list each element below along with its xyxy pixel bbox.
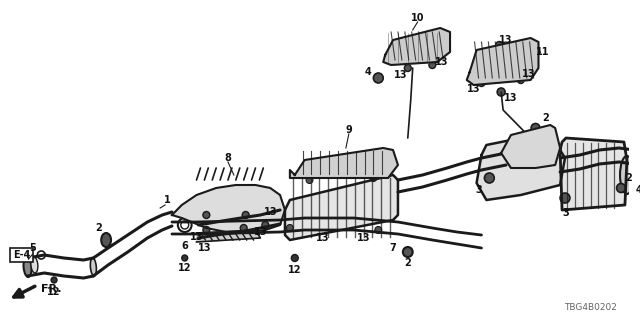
Circle shape bbox=[370, 174, 377, 181]
Polygon shape bbox=[560, 138, 627, 210]
Circle shape bbox=[203, 227, 210, 234]
Text: 13: 13 bbox=[253, 227, 267, 237]
Text: 3: 3 bbox=[563, 208, 570, 218]
Text: 13: 13 bbox=[316, 233, 329, 243]
Circle shape bbox=[262, 221, 269, 228]
Text: 13: 13 bbox=[522, 69, 536, 79]
Polygon shape bbox=[383, 28, 450, 65]
Ellipse shape bbox=[37, 251, 45, 259]
Circle shape bbox=[560, 193, 570, 203]
Circle shape bbox=[517, 76, 524, 84]
Polygon shape bbox=[477, 138, 565, 200]
Circle shape bbox=[531, 124, 540, 132]
Text: 7: 7 bbox=[390, 243, 396, 253]
Circle shape bbox=[373, 73, 383, 83]
Text: 13: 13 bbox=[499, 35, 513, 45]
Text: E-4: E-4 bbox=[13, 250, 30, 260]
Ellipse shape bbox=[31, 257, 38, 273]
Polygon shape bbox=[290, 148, 398, 178]
Circle shape bbox=[182, 255, 188, 261]
Text: 6: 6 bbox=[181, 241, 188, 251]
Text: 13: 13 bbox=[190, 232, 204, 242]
Circle shape bbox=[240, 225, 247, 231]
Text: 13: 13 bbox=[435, 57, 449, 67]
Polygon shape bbox=[467, 38, 538, 85]
Circle shape bbox=[484, 173, 494, 183]
Text: TBG4B0202: TBG4B0202 bbox=[564, 303, 617, 312]
Text: 8: 8 bbox=[225, 153, 232, 163]
Text: 13: 13 bbox=[467, 84, 481, 94]
Text: 9: 9 bbox=[346, 125, 352, 135]
Text: FR.: FR. bbox=[41, 284, 62, 294]
Circle shape bbox=[291, 254, 298, 261]
Text: 13: 13 bbox=[394, 70, 408, 80]
Ellipse shape bbox=[90, 258, 97, 276]
Circle shape bbox=[242, 212, 249, 219]
Text: 2: 2 bbox=[625, 173, 632, 183]
Circle shape bbox=[478, 79, 485, 86]
Text: 5: 5 bbox=[29, 243, 36, 253]
Circle shape bbox=[301, 172, 308, 179]
Text: 13: 13 bbox=[316, 165, 329, 175]
Ellipse shape bbox=[101, 233, 111, 247]
Text: 13: 13 bbox=[357, 165, 371, 175]
Text: 2: 2 bbox=[95, 223, 102, 233]
Text: 2: 2 bbox=[542, 113, 548, 123]
Circle shape bbox=[429, 61, 436, 68]
Ellipse shape bbox=[178, 218, 191, 232]
Circle shape bbox=[203, 212, 210, 219]
Circle shape bbox=[497, 88, 505, 96]
Text: 1: 1 bbox=[164, 195, 170, 205]
Text: 11: 11 bbox=[536, 47, 549, 57]
Circle shape bbox=[404, 65, 412, 71]
Circle shape bbox=[306, 177, 313, 183]
Circle shape bbox=[375, 227, 381, 234]
Polygon shape bbox=[501, 125, 560, 168]
Ellipse shape bbox=[24, 257, 31, 277]
Circle shape bbox=[287, 225, 293, 231]
Text: 13: 13 bbox=[357, 233, 371, 243]
Ellipse shape bbox=[403, 247, 413, 257]
Circle shape bbox=[616, 183, 625, 193]
Ellipse shape bbox=[620, 156, 634, 194]
Text: 13: 13 bbox=[264, 207, 277, 217]
Ellipse shape bbox=[181, 221, 189, 229]
Polygon shape bbox=[285, 175, 398, 240]
Text: 3: 3 bbox=[475, 185, 482, 195]
Text: 12: 12 bbox=[47, 287, 61, 297]
Text: 12: 12 bbox=[178, 263, 191, 273]
Text: 13: 13 bbox=[198, 243, 211, 253]
Circle shape bbox=[51, 277, 57, 283]
Polygon shape bbox=[196, 230, 260, 242]
Text: 4: 4 bbox=[365, 67, 372, 77]
Polygon shape bbox=[172, 185, 285, 232]
Text: 10: 10 bbox=[411, 13, 424, 23]
Text: 13: 13 bbox=[504, 93, 518, 103]
Circle shape bbox=[496, 42, 502, 49]
Text: 4: 4 bbox=[636, 185, 640, 195]
Text: 12: 12 bbox=[288, 265, 301, 275]
Text: 2: 2 bbox=[404, 258, 411, 268]
